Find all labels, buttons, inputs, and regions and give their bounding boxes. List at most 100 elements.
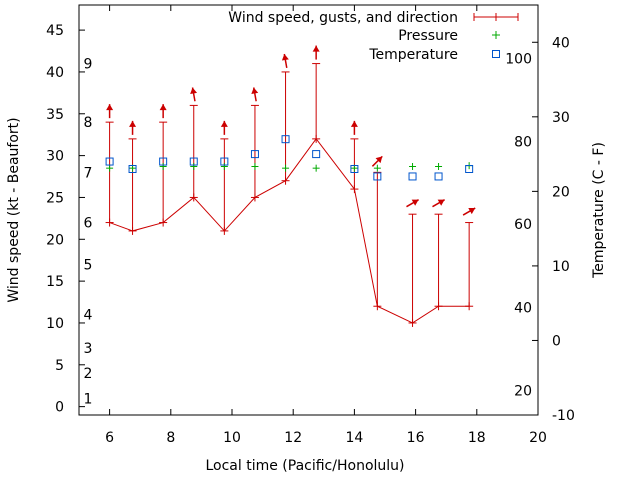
wind-direction-arrow: [251, 87, 259, 102]
legend-label-temperature: Temperature: [368, 47, 458, 63]
beaufort-label: 3: [84, 341, 93, 357]
y2-tick-label: 30: [552, 110, 570, 126]
wind-arrow-head: [437, 199, 445, 206]
beaufort-labels: 1 2 3 4 5 6 7 8 9: [84, 57, 93, 408]
legend-swatch-wind: [473, 13, 519, 21]
x-tick-label: 10: [223, 430, 241, 446]
wind-arrow-head: [281, 54, 289, 61]
temperature-point: [465, 165, 474, 173]
x-tick-label: 16: [407, 430, 425, 446]
pressure-point: [282, 164, 290, 172]
y-tick-label: 25: [46, 190, 64, 206]
wind-direction-arrow: [281, 53, 289, 68]
beaufort-label: 8: [84, 115, 93, 131]
pressure-series: [106, 162, 473, 172]
beaufort-label: 4: [84, 308, 93, 324]
pressure-point: [409, 162, 417, 170]
beaufort-label: 1: [84, 391, 93, 407]
wind-arrow-head: [411, 199, 419, 206]
temperature-point: [350, 165, 359, 173]
y-tick-label: 30: [46, 149, 64, 165]
y-tick-label: 40: [46, 65, 64, 81]
wind-arrow-head: [312, 45, 320, 52]
pressure-point: [435, 162, 443, 170]
legend-label-wind: Wind speed, gusts, and direction: [228, 10, 458, 26]
axis-ticks: [79, 5, 539, 416]
pressure-point: [190, 162, 198, 170]
wind-direction-arrow: [371, 155, 383, 167]
beaufort-label: 5: [84, 257, 93, 273]
pressure-point: [106, 164, 114, 172]
pressure-point: [251, 162, 259, 170]
temperature-point: [373, 172, 382, 181]
x-tick-labels: 6 8 10 12 14 16 18 20: [105, 430, 547, 446]
temperature-point: [408, 172, 417, 181]
wind-direction-arrow: [106, 104, 114, 119]
fahrenheit-label: 40: [514, 301, 532, 317]
x-tick-label: 18: [468, 430, 486, 446]
temperature-point: [105, 157, 114, 166]
legend-label-pressure: Pressure: [398, 28, 458, 44]
x-tick-label: 14: [345, 430, 363, 446]
beaufort-label: 7: [84, 165, 93, 181]
temperature-point: [434, 172, 443, 181]
y2-tick-label: -10: [552, 408, 575, 424]
wind-arrow-head: [468, 208, 476, 215]
y2-tick-label: 10: [552, 259, 570, 275]
wind-arrow-head: [251, 87, 259, 95]
wind-arrow-head: [375, 156, 383, 164]
temperature-point: [128, 165, 137, 173]
beaufort-label: 2: [84, 366, 93, 382]
wind-arrow-head: [190, 87, 198, 95]
temperature-point: [189, 157, 198, 166]
wind-direction-arrow: [432, 199, 445, 208]
pressure-point: [312, 164, 320, 172]
y-tick-label: 15: [46, 274, 64, 290]
x-tick-label: 12: [284, 430, 302, 446]
wind-arrow-head: [350, 120, 358, 127]
y-tick-label: 10: [46, 316, 64, 332]
y-tick-label: 45: [46, 23, 64, 39]
x-tick-label: 8: [166, 430, 175, 446]
legend-swatch-pressure: [492, 31, 500, 39]
wind-direction-arrow: [190, 87, 198, 102]
y2-tick-labels: -10 0 10 20 30 40: [552, 35, 575, 424]
wind-arrow-head: [159, 104, 167, 111]
legend: Wind speed, gusts, and direction Pressur…: [228, 10, 519, 63]
y2-tick-label: 0: [552, 333, 561, 349]
y2-tick-label: 20: [552, 184, 570, 200]
legend-swatch-temperature: [492, 50, 500, 58]
fahrenheit-label: 60: [514, 217, 532, 233]
beaufort-label: 9: [84, 57, 93, 73]
wind-direction-arrow: [159, 104, 167, 119]
pressure-point: [159, 162, 167, 170]
y-tick-label: 0: [55, 400, 64, 416]
wind-arrow-head: [129, 120, 137, 127]
wind-direction-arrow: [312, 45, 320, 60]
temperature-point: [220, 157, 229, 166]
wind-direction-arrow: [406, 199, 419, 208]
y-tick-label: 35: [46, 107, 64, 123]
pressure-point: [220, 162, 228, 170]
plot-frame: [78, 4, 539, 416]
y-tick-label: 5: [55, 358, 64, 374]
fahrenheit-label: 20: [514, 383, 532, 399]
wind-direction-arrow: [220, 120, 228, 135]
x-tick-label: 20: [529, 430, 547, 446]
fahrenheit-label: 100: [505, 52, 532, 68]
temperature-series: [105, 135, 474, 181]
y-axis-label: Wind speed (kt - Beaufort): [6, 117, 22, 302]
wind-direction-arrow: [129, 120, 137, 135]
wind-arrow-head: [106, 104, 114, 111]
y-tick-labels: 0 5 10 15 20 25 30 35 40 45: [46, 23, 64, 416]
wind-series: [105, 45, 476, 327]
beaufort-label: 6: [84, 216, 93, 232]
fahrenheit-labels: 20 40 60 80 100: [505, 52, 532, 400]
temperature-point: [250, 150, 259, 159]
wind-direction-arrow: [350, 120, 358, 135]
y2-tick-label: 40: [552, 35, 570, 51]
pressure-point: [373, 164, 381, 172]
y-tick-label: 20: [46, 232, 64, 248]
y2-axis-label: Temperature (C - F): [591, 142, 607, 279]
